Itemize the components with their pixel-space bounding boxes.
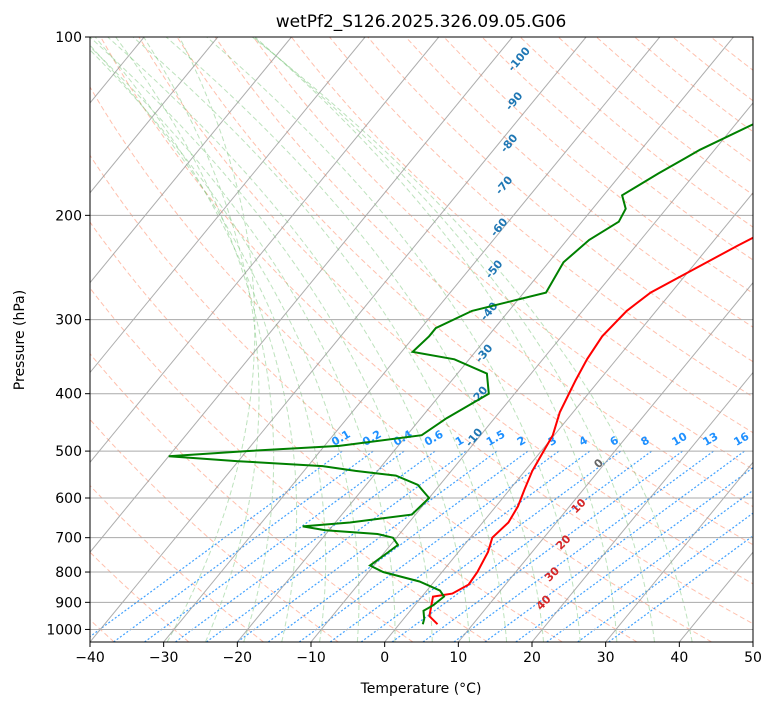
- mixing-ratio-line: [330, 451, 590, 642]
- dry-adiabat-line: [368, 37, 775, 642]
- moist-adiabat-line: [207, 37, 581, 642]
- moist-adiabat-label: 30: [542, 564, 562, 584]
- y-tick-label: 1000: [46, 622, 82, 638]
- moist-adiabat-label: 40: [534, 592, 554, 612]
- dry-adiabat-line: [0, 37, 338, 642]
- moist-adiabat-line: [133, 37, 507, 642]
- grid-lines: [0, 37, 775, 642]
- isotherm-line: [90, 37, 586, 642]
- mixing-ratio-line: [83, 451, 343, 642]
- isotherm-line: [753, 37, 775, 642]
- temperature-line: [429, 37, 775, 624]
- y-tick-label: 800: [55, 565, 82, 581]
- isotherm-line: [0, 37, 70, 642]
- x-tick-label: 50: [744, 650, 762, 666]
- dry-adiabat-label: -100: [505, 44, 533, 74]
- dry-adiabat-line: [177, 37, 775, 642]
- dry-adiabat-line: [0, 37, 189, 642]
- dry-adiabat-line: [406, 37, 775, 642]
- moist-adiabat-line: [83, 37, 326, 642]
- isotherm-line: [164, 37, 660, 642]
- mixing-ratio-label: 8: [639, 434, 652, 449]
- mixing-ratio-line: [361, 451, 621, 642]
- dry-adiabat-line: [711, 37, 775, 642]
- y-tick-label: 900: [55, 595, 82, 611]
- x-tick-label: −40: [75, 650, 105, 666]
- moist-adiabat-label: 20: [554, 532, 574, 552]
- y-tick-label: 600: [55, 491, 82, 507]
- isotherm-line: [458, 37, 775, 642]
- mixing-ratio-label: 16: [732, 430, 752, 449]
- y-axis-label: Pressure (hPa): [12, 290, 28, 390]
- dry-adiabat-label: -30: [473, 341, 496, 365]
- mixing-ratio-line: [206, 451, 466, 642]
- mixing-ratio-label: 20: [762, 430, 775, 449]
- x-axis-label: Temperature (°C): [360, 681, 482, 697]
- dry-adiabat-line: [0, 37, 488, 642]
- chart-title: wetPf2_S126.2025.326.09.05.G06: [276, 12, 567, 32]
- dry-adiabat-line: [0, 37, 562, 642]
- x-tick-label: 30: [597, 650, 615, 666]
- y-tick-label: 200: [55, 208, 82, 224]
- dry-adiabat-label: -90: [503, 89, 526, 113]
- dry-adiabat-line: [330, 37, 775, 642]
- x-tick-label: 40: [670, 650, 688, 666]
- x-tick-label: 20: [523, 650, 541, 666]
- y-tick-label: 100: [55, 30, 82, 46]
- moist-adiabat-line: [77, 37, 359, 642]
- mixing-ratio-label: 10: [670, 430, 690, 449]
- isotherm-line: [0, 37, 218, 642]
- isotherm-line: [606, 37, 775, 642]
- isotherm-line: [0, 37, 291, 642]
- y-tick-label: 300: [55, 313, 82, 329]
- mixing-ratio-label: 2: [515, 434, 528, 449]
- x-tick-label: 0: [380, 650, 389, 666]
- mixing-ratio-label: 0.6: [422, 428, 446, 449]
- moist-adiabat-line: [95, 37, 296, 642]
- x-tick-label: −20: [223, 650, 253, 666]
- dry-adiabat-line: [673, 37, 775, 642]
- mixing-ratio-line: [392, 451, 652, 642]
- dry-adiabat-label: -80: [498, 131, 521, 155]
- x-tick-label: −30: [149, 650, 179, 666]
- dry-adiabat-label: -70: [493, 173, 516, 197]
- y-tick-label: 500: [55, 444, 82, 460]
- mixing-ratio-label: 0.2: [360, 428, 383, 449]
- isotherm-line: [532, 37, 775, 642]
- isotherm-line: [385, 37, 775, 642]
- dry-adiabat-line: [558, 37, 775, 642]
- dry-adiabat-label: -10: [463, 425, 486, 449]
- y-tick-label: 400: [55, 387, 82, 403]
- isotherm-line: [16, 37, 512, 642]
- mixing-ratio-line: [609, 451, 775, 642]
- mixing-ratio-line: [423, 451, 683, 642]
- moist-adiabat-line: [108, 37, 470, 642]
- y-tick-label: 700: [55, 531, 82, 547]
- isotherm-line: [0, 37, 439, 642]
- plot-frame: [90, 37, 753, 642]
- mixing-ratio-line: [145, 451, 405, 642]
- x-tick-label: 10: [449, 650, 467, 666]
- moist-adiabat-line: [167, 37, 255, 642]
- moist-adiabat-line: [166, 37, 543, 642]
- dry-adiabat-label: -50: [483, 257, 506, 281]
- mixing-ratio-label: 1.5: [484, 428, 507, 449]
- mixing-ratio-line: [237, 451, 497, 642]
- x-tick-label: −10: [296, 650, 326, 666]
- isotherm-line: [679, 37, 775, 642]
